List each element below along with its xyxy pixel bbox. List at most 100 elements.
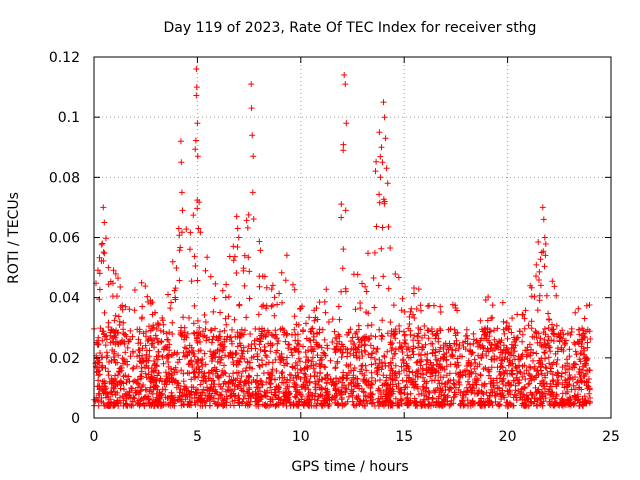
data-point xyxy=(212,325,218,332)
data-point xyxy=(375,402,382,409)
data-point xyxy=(387,367,394,374)
data-point xyxy=(167,399,174,406)
data-point xyxy=(475,343,481,350)
data-point xyxy=(99,364,106,371)
data-point xyxy=(293,394,299,401)
data-point xyxy=(423,356,430,363)
data-point xyxy=(376,129,383,136)
data-point xyxy=(343,372,350,379)
data-point xyxy=(145,357,152,364)
data-point xyxy=(474,363,481,370)
data-point xyxy=(451,326,458,333)
data-point xyxy=(146,353,153,360)
data-point xyxy=(395,274,402,281)
data-point xyxy=(342,385,349,392)
data-point xyxy=(181,386,188,393)
data-point xyxy=(421,392,428,399)
data-point xyxy=(166,329,173,336)
data-point xyxy=(535,371,542,378)
data-point xyxy=(566,353,573,360)
data-point xyxy=(306,378,313,385)
data-point xyxy=(229,340,235,347)
data-point xyxy=(396,328,403,335)
data-point xyxy=(108,326,115,333)
data-point xyxy=(195,374,202,381)
data-point xyxy=(537,282,544,289)
data-point xyxy=(105,399,112,406)
data-point xyxy=(291,326,298,333)
data-point xyxy=(218,354,225,361)
data-point xyxy=(114,359,121,366)
data-point xyxy=(140,395,147,402)
data-point xyxy=(95,390,102,397)
data-point xyxy=(147,378,154,385)
data-point xyxy=(254,351,261,357)
data-point xyxy=(438,380,445,387)
data-point xyxy=(237,330,244,337)
data-point xyxy=(553,292,560,299)
data-point xyxy=(414,373,421,380)
data-point xyxy=(270,332,277,339)
data-point xyxy=(290,281,296,288)
data-point xyxy=(452,370,459,377)
data-point xyxy=(530,400,537,407)
data-point xyxy=(423,361,430,368)
data-point xyxy=(146,323,152,330)
data-point xyxy=(202,361,209,368)
data-point xyxy=(416,351,422,358)
data-point xyxy=(117,399,124,406)
data-point xyxy=(576,402,583,409)
data-point xyxy=(284,354,290,361)
data-point xyxy=(253,378,260,385)
data-point xyxy=(566,375,573,382)
data-point xyxy=(388,328,395,334)
data-point xyxy=(215,337,221,344)
data-point xyxy=(554,369,561,376)
data-point xyxy=(407,354,414,361)
data-point xyxy=(255,384,262,391)
data-point xyxy=(516,368,523,375)
data-point xyxy=(344,398,351,405)
data-point xyxy=(304,356,311,363)
data-point xyxy=(566,366,572,373)
data-point xyxy=(579,402,586,409)
data-point xyxy=(209,336,216,343)
data-point xyxy=(186,370,193,377)
data-point xyxy=(420,398,426,405)
data-point xyxy=(126,306,133,313)
data-point xyxy=(241,392,248,399)
data-point xyxy=(307,337,314,344)
data-point xyxy=(475,352,482,359)
data-point xyxy=(263,284,270,291)
data-point xyxy=(350,401,357,408)
data-point xyxy=(310,354,316,361)
data-point xyxy=(200,378,207,384)
data-point xyxy=(192,137,199,144)
data-point xyxy=(203,337,210,344)
data-point xyxy=(180,314,187,321)
data-point xyxy=(173,265,180,271)
data-point xyxy=(406,375,413,382)
data-point xyxy=(564,330,571,337)
data-point xyxy=(333,380,340,387)
data-point xyxy=(504,335,511,342)
data-point xyxy=(94,355,100,362)
data-point xyxy=(208,393,215,399)
data-point xyxy=(468,370,475,377)
data-point xyxy=(243,399,250,406)
data-point xyxy=(550,359,557,366)
data-point xyxy=(139,314,146,321)
data-point xyxy=(302,371,309,378)
data-point xyxy=(504,388,511,395)
data-point xyxy=(465,357,472,364)
data-point xyxy=(212,280,219,287)
data-point xyxy=(437,327,444,334)
data-point xyxy=(523,402,530,409)
data-point xyxy=(537,256,544,263)
data-point xyxy=(412,381,419,388)
data-point xyxy=(109,377,116,384)
data-point xyxy=(357,398,364,404)
data-point xyxy=(282,338,289,345)
data-point xyxy=(183,226,190,233)
data-point xyxy=(359,335,366,342)
